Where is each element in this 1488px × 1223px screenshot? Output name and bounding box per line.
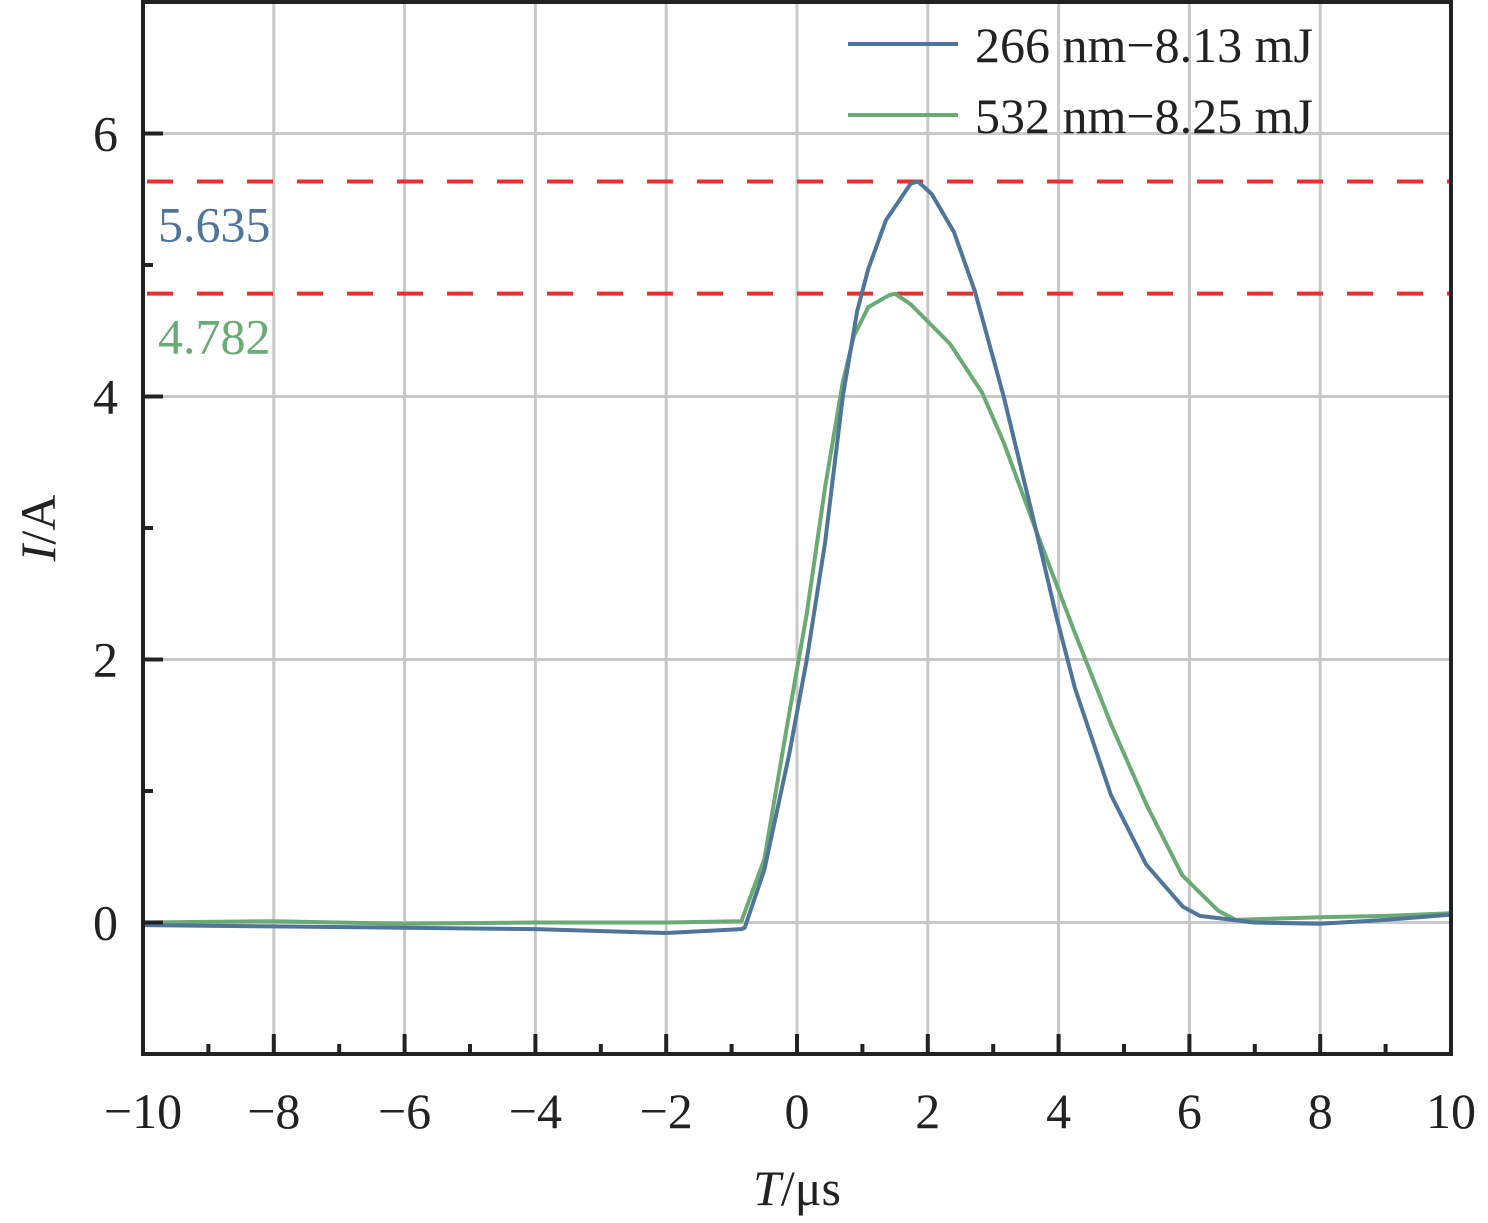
y-tick-label: 4 — [93, 369, 118, 425]
y-tick-label: 2 — [93, 632, 118, 688]
y-tick-label: 0 — [93, 895, 118, 951]
reference-lines: 5.635 4.782 — [147, 179, 1451, 365]
x-tick-label: 4 — [1046, 1083, 1071, 1139]
x-tick-label: −10 — [104, 1083, 182, 1139]
x-tick-label: 8 — [1308, 1083, 1333, 1139]
y-tick-label: 6 — [93, 106, 118, 162]
series-line-0 — [142, 179, 1452, 935]
x-tick-label: −6 — [378, 1083, 431, 1139]
series-lines — [142, 179, 1452, 935]
reference-label-5.635: 5.635 — [158, 196, 271, 252]
legend-label-532: 532 nm−8.25 mJ — [975, 88, 1313, 144]
x-axis-label: T/μs — [753, 1160, 841, 1216]
x-tick-label: 2 — [915, 1083, 940, 1139]
x-tick-label: 10 — [1426, 1083, 1476, 1139]
x-tick-label: 6 — [1177, 1083, 1202, 1139]
x-tick-label: −4 — [509, 1083, 562, 1139]
series-line-1 — [142, 291, 1452, 926]
ticks: −10 −8 −6 −4 −2 0 2 4 6 8 10 0 2 4 6 — [93, 106, 1476, 1140]
y-axis-label: I/A — [10, 495, 66, 563]
legend-label-266: 266 nm−8.13 mJ — [975, 17, 1313, 73]
x-tick-label: 0 — [785, 1083, 810, 1139]
legend: 266 nm−8.13 mJ 532 nm−8.25 mJ — [848, 17, 1313, 144]
reference-label-4.782: 4.782 — [158, 309, 271, 365]
x-tick-label: −2 — [640, 1083, 693, 1139]
grid — [143, 2, 1451, 1054]
x-tick-label: −8 — [247, 1083, 300, 1139]
